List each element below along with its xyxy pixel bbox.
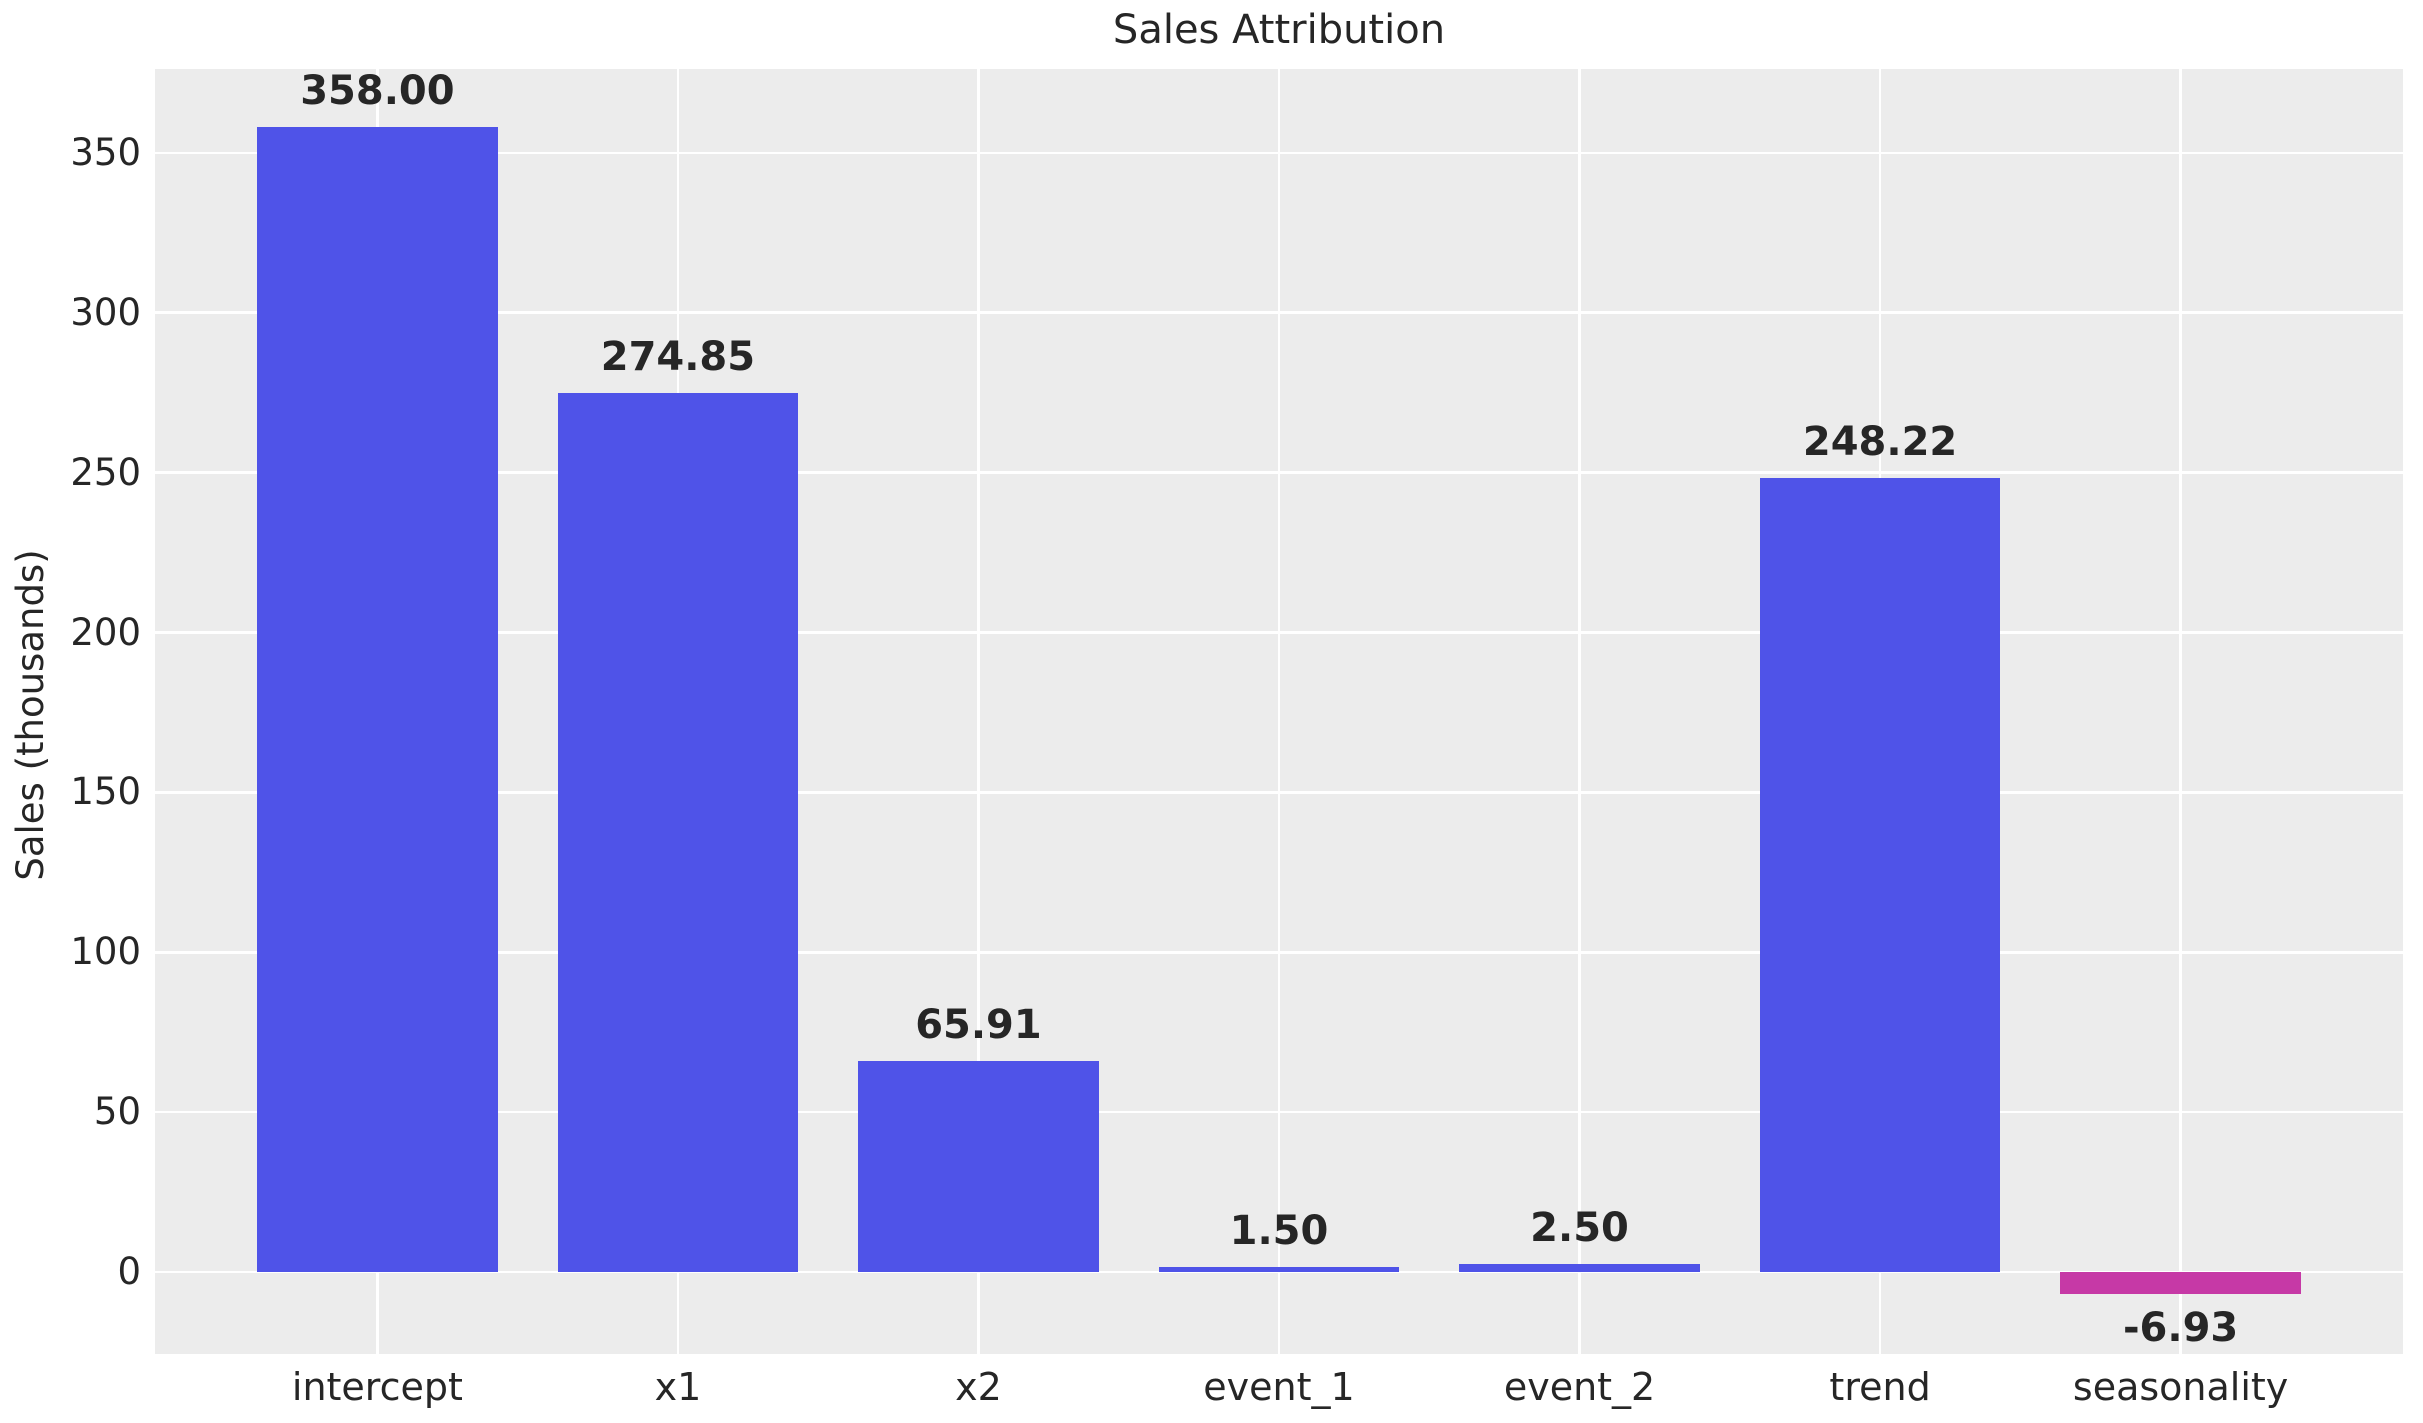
gridline-vertical xyxy=(977,69,980,1354)
plot-area xyxy=(155,69,2403,1354)
bar-x1 xyxy=(557,393,799,1273)
y-tick-label: 200 xyxy=(70,610,141,654)
gridline-vertical xyxy=(1578,69,1581,1354)
y-tick-label: 100 xyxy=(70,930,141,974)
gridline-vertical xyxy=(1277,69,1281,1354)
y-tick-label: 300 xyxy=(70,290,141,334)
y-tick-label: 0 xyxy=(117,1250,141,1294)
x-tick-label-event_2: event_2 xyxy=(1503,1365,1656,1409)
bar-intercept xyxy=(257,127,498,1273)
value-label-trend: 248.22 xyxy=(1802,419,1958,466)
value-label-x2: 65.91 xyxy=(915,1002,1042,1049)
value-label-event_1: 1.50 xyxy=(1229,1208,1329,1255)
bar-seasonality xyxy=(2060,1272,2301,1295)
x-tick-label-trend: trend xyxy=(1829,1365,1931,1409)
gridline-vertical xyxy=(2179,69,2182,1354)
bar-x2 xyxy=(858,1061,1099,1273)
chart-title: Sales Attribution xyxy=(1112,7,1446,53)
y-tick-label: 50 xyxy=(93,1090,141,1134)
y-tick-label: 350 xyxy=(70,130,141,174)
x-tick-label-event_1: event_1 xyxy=(1203,1365,1355,1409)
x-tick-label-x2: x2 xyxy=(955,1365,1002,1409)
x-tick-label-x1: x1 xyxy=(654,1365,702,1409)
value-label-event_2: 2.50 xyxy=(1530,1205,1629,1252)
y-tick-label: 250 xyxy=(70,450,141,494)
value-label-x1: 274.85 xyxy=(600,334,756,381)
bar-event_1 xyxy=(1158,1267,1400,1273)
bar-trend xyxy=(1759,478,2001,1273)
value-label-intercept: 358.00 xyxy=(300,68,455,115)
value-label-seasonality: -6.93 xyxy=(2122,1305,2239,1352)
y-tick-label: 150 xyxy=(70,770,141,814)
x-tick-label-seasonality: seasonality xyxy=(2072,1365,2289,1409)
x-tick-label-intercept: intercept xyxy=(291,1365,463,1409)
bar-event_2 xyxy=(1459,1264,1700,1273)
y-axis-label: Sales (thousands) xyxy=(9,549,52,881)
